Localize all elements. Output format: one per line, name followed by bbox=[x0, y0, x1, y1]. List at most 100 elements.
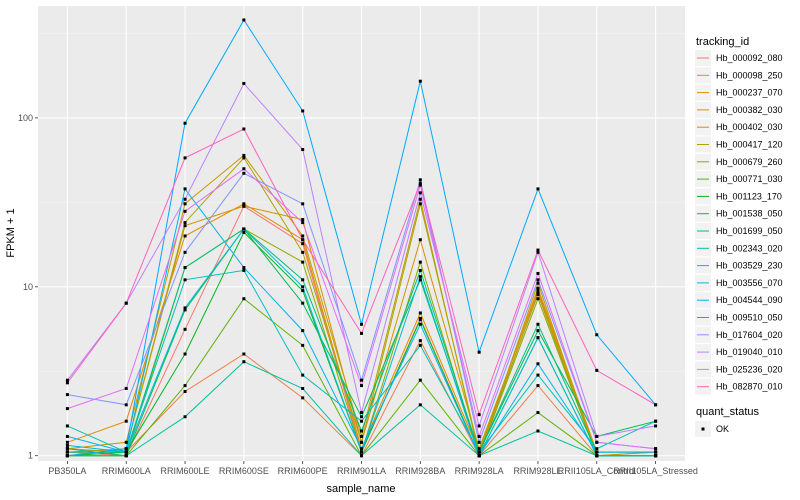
data-point bbox=[65, 381, 69, 385]
data-point bbox=[301, 278, 305, 282]
data-point bbox=[301, 234, 305, 238]
data-point bbox=[183, 327, 187, 331]
x-tick-label: RRIM600LE bbox=[161, 466, 210, 476]
data-point bbox=[595, 454, 599, 458]
data-point bbox=[242, 156, 246, 160]
data-point bbox=[301, 386, 305, 390]
legend-label: Hb_025236_020 bbox=[716, 364, 783, 374]
data-point bbox=[242, 18, 246, 22]
legend-label: Hb_001699_050 bbox=[716, 226, 783, 236]
data-point bbox=[301, 109, 305, 113]
data-point bbox=[418, 318, 422, 322]
data-point bbox=[477, 454, 481, 458]
legend-label: Hb_000098_250 bbox=[716, 70, 783, 80]
data-point bbox=[418, 79, 422, 83]
data-point bbox=[65, 378, 69, 382]
data-point bbox=[301, 242, 305, 246]
legend-label: Hb_003556_070 bbox=[716, 278, 783, 288]
data-point bbox=[360, 419, 363, 423]
data-point bbox=[242, 352, 246, 356]
data-point bbox=[183, 266, 187, 270]
data-point bbox=[242, 171, 246, 175]
data-point bbox=[654, 447, 658, 451]
legend: tracking_id Hb_000092_080Hb_000098_250Hb… bbox=[695, 36, 783, 437]
data-point bbox=[183, 278, 187, 282]
data-point bbox=[595, 434, 599, 438]
shape-legend-symbol bbox=[701, 427, 705, 431]
data-point bbox=[183, 197, 187, 201]
shape-legend-title: quant_status bbox=[696, 406, 759, 418]
data-point bbox=[536, 271, 540, 275]
x-tick-label: RRIM600LA bbox=[102, 466, 151, 476]
data-point bbox=[65, 454, 69, 458]
data-point bbox=[183, 308, 187, 312]
data-point bbox=[242, 297, 246, 301]
data-point bbox=[360, 440, 363, 444]
data-point bbox=[654, 403, 658, 407]
data-point bbox=[360, 415, 363, 419]
data-point bbox=[242, 167, 246, 171]
data-point bbox=[536, 291, 540, 295]
data-point bbox=[124, 440, 128, 444]
data-point bbox=[242, 360, 246, 364]
data-point bbox=[183, 156, 187, 160]
legend-label: Hb_000237_070 bbox=[716, 88, 783, 98]
data-point bbox=[536, 373, 540, 377]
data-point bbox=[418, 181, 422, 185]
data-point bbox=[536, 248, 540, 252]
data-point bbox=[183, 415, 187, 419]
data-point bbox=[183, 352, 187, 356]
data-point bbox=[418, 311, 422, 315]
data-point bbox=[301, 343, 305, 347]
legend-label: Hb_002343_020 bbox=[716, 243, 783, 253]
data-point bbox=[124, 386, 128, 390]
data-point bbox=[301, 289, 305, 293]
data-point bbox=[477, 450, 481, 454]
data-point bbox=[242, 268, 246, 272]
data-point bbox=[242, 227, 246, 231]
data-point bbox=[536, 250, 540, 254]
data-point bbox=[418, 191, 422, 195]
data-point bbox=[183, 389, 187, 393]
data-point bbox=[301, 238, 305, 242]
x-tick-label: RRIM901LA bbox=[337, 466, 386, 476]
data-point bbox=[65, 393, 69, 397]
data-point bbox=[124, 450, 128, 454]
legend-label: Hb_009510_050 bbox=[716, 313, 783, 323]
data-point bbox=[595, 440, 599, 444]
x-tick-label: RRIM928BA bbox=[395, 466, 445, 476]
data-point bbox=[536, 362, 540, 366]
data-point bbox=[242, 204, 246, 208]
data-point bbox=[65, 434, 69, 438]
data-point bbox=[536, 297, 540, 301]
data-point bbox=[360, 378, 363, 382]
data-point bbox=[124, 454, 128, 458]
legend-label: Hb_000402_030 bbox=[716, 122, 783, 132]
data-point bbox=[595, 450, 599, 454]
data-point bbox=[477, 440, 481, 444]
legend-label: Hb_017604_020 bbox=[716, 330, 783, 340]
x-tick-label: RRIM928LA bbox=[455, 466, 504, 476]
data-point bbox=[360, 411, 363, 415]
data-point bbox=[536, 286, 540, 290]
data-point bbox=[124, 403, 128, 407]
data-point bbox=[536, 322, 540, 326]
x-tick-label: RRIM600SE bbox=[219, 466, 269, 476]
data-point bbox=[360, 447, 363, 451]
x-tick-label: RRII105LA_Control bbox=[558, 466, 636, 476]
data-point bbox=[242, 127, 246, 131]
data-point bbox=[301, 221, 305, 225]
data-point bbox=[536, 411, 540, 415]
data-point bbox=[124, 301, 128, 305]
legend-label: Hb_000679_260 bbox=[716, 157, 783, 167]
data-point bbox=[418, 322, 422, 326]
data-point bbox=[360, 434, 363, 438]
data-point bbox=[242, 230, 246, 234]
data-point bbox=[242, 81, 246, 85]
data-point bbox=[360, 322, 363, 326]
data-point bbox=[242, 202, 246, 206]
data-point bbox=[65, 407, 69, 411]
data-point bbox=[124, 447, 128, 451]
data-point bbox=[418, 268, 422, 272]
data-point bbox=[183, 306, 187, 310]
